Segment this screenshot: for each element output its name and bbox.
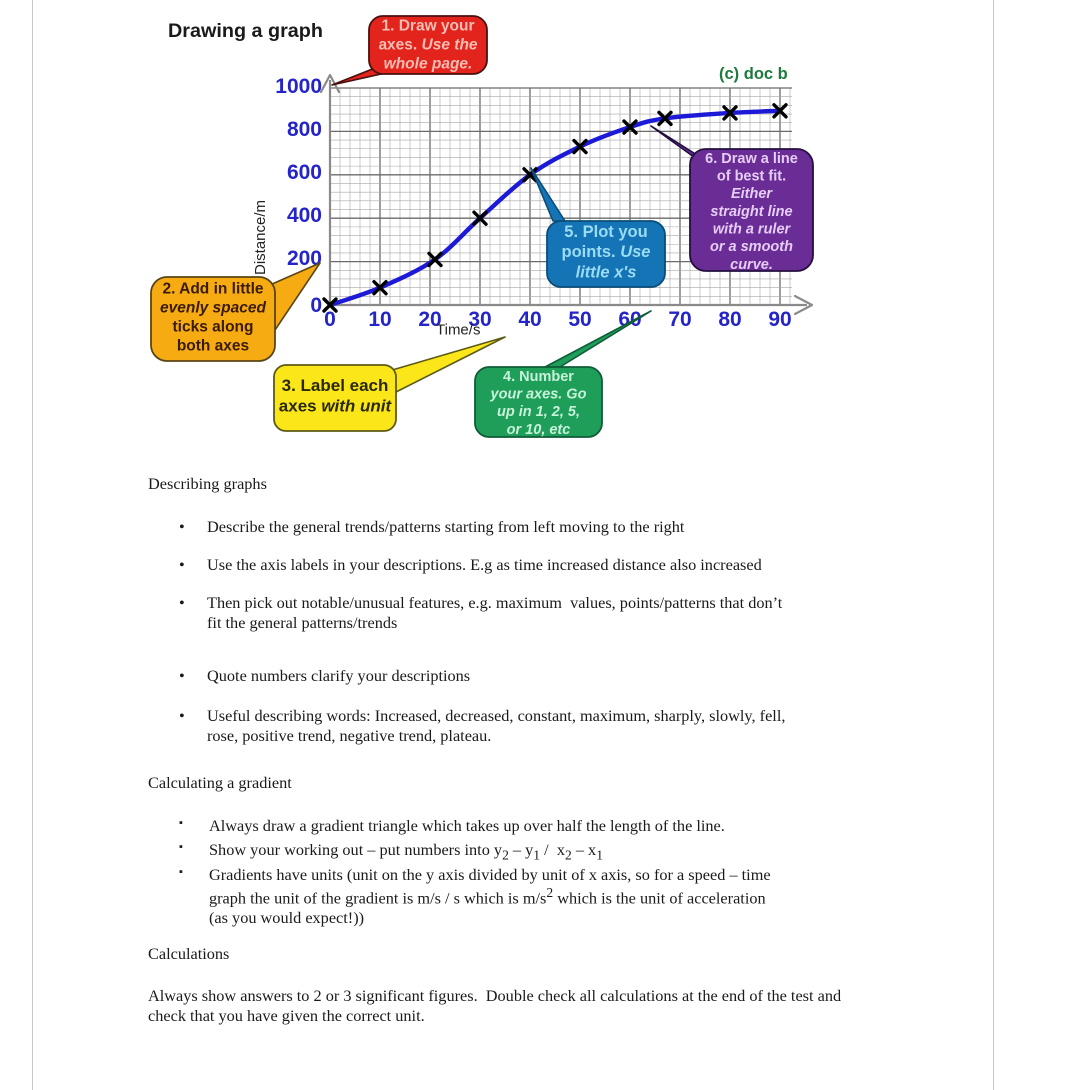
svg-text:axes with unit: axes with unit bbox=[279, 397, 393, 416]
svg-text:1. Draw your: 1. Draw your bbox=[381, 18, 474, 35]
svg-text:4. Number: 4. Number bbox=[503, 369, 574, 385]
svg-text:6. Draw a line: 6. Draw a line bbox=[705, 151, 798, 167]
svg-text:or 10, etc: or 10, etc bbox=[507, 422, 571, 438]
svg-text:with a ruler: with a ruler bbox=[713, 222, 792, 238]
svg-text:up in 1, 2, 5,: up in 1, 2, 5, bbox=[497, 404, 580, 420]
svg-text:2. Add in little: 2. Add in little bbox=[162, 281, 263, 298]
svg-text:points. Use: points. Use bbox=[562, 243, 651, 261]
svg-text:evenly spaced: evenly spaced bbox=[160, 300, 267, 317]
svg-text:Either: Either bbox=[731, 186, 773, 202]
svg-text:curve.: curve. bbox=[730, 257, 773, 273]
svg-text:straight line: straight line bbox=[710, 204, 792, 220]
svg-text:your axes. Go: your axes. Go bbox=[490, 387, 587, 403]
svg-text:whole page.: whole page. bbox=[384, 56, 473, 73]
svg-text:axes. Use the: axes. Use the bbox=[378, 37, 477, 54]
svg-text:of best fit.: of best fit. bbox=[717, 169, 786, 185]
svg-text:both axes: both axes bbox=[177, 337, 249, 354]
svg-text:5. Plot you: 5. Plot you bbox=[564, 223, 647, 241]
svg-text:or a smooth: or a smooth bbox=[710, 239, 793, 255]
svg-text:little x's: little x's bbox=[576, 263, 637, 281]
svg-text:ticks along: ticks along bbox=[173, 318, 254, 335]
svg-text:3. Label each: 3. Label each bbox=[282, 376, 389, 395]
